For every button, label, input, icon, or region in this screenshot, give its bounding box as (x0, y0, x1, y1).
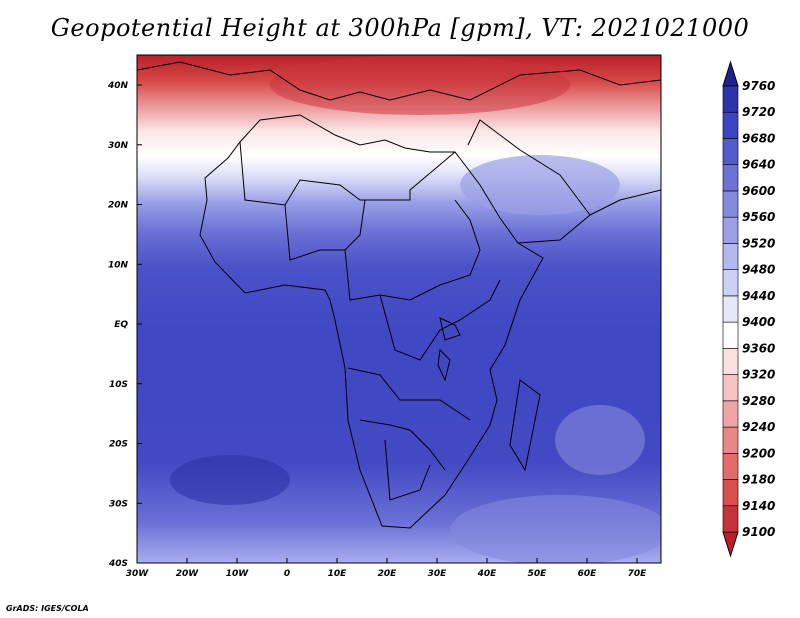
colorbar-swatch (722, 164, 739, 192)
y-tick-label: 30N (108, 141, 129, 151)
colorbar-label: 9760 (742, 79, 775, 93)
colorbar-label: 9100 (742, 525, 775, 539)
coastlines (137, 61, 661, 529)
colorbar-swatch (722, 426, 739, 454)
colorbar-swatch (722, 479, 739, 507)
colorbar-label: 9200 (742, 446, 775, 460)
y-tick-label: 20S (109, 440, 128, 450)
y-tick-label: 10S (109, 380, 128, 390)
colorbar-swatch (722, 111, 739, 139)
x-tick-label: 20E (378, 569, 398, 579)
x-tick-label: 60E (578, 569, 598, 579)
y-tick-label: 20N (108, 201, 129, 211)
y-tick-label: EQ (114, 320, 128, 330)
colorbar-label: 9180 (742, 473, 775, 487)
colorbar-label: 9320 (742, 368, 775, 382)
colorbar-swatch (722, 138, 739, 166)
colorbar-label: 9480 (742, 263, 775, 277)
map-title: Geopotential Height at 300hPa [gpm], VT:… (50, 14, 750, 42)
colorbar-swatch (722, 85, 739, 113)
y-tick-label: 40N (107, 81, 129, 91)
height-field (137, 55, 661, 563)
x-tick-label: 20W (176, 569, 200, 579)
colorbar-label: 9640 (742, 158, 775, 172)
x-tick-label: 40E (477, 569, 498, 579)
x-tick-label: 0 (284, 569, 290, 579)
colorbar-swatch (722, 452, 739, 480)
y-tick-label: 40S (108, 559, 128, 569)
x-tick-label: 10W (226, 569, 250, 579)
x-axis-ticks: 30W 20W 10W 0 10E 20E 30E 40E 50E 60E 70E (126, 558, 647, 579)
colorbar-swatch (722, 216, 739, 244)
colorbar-label: 9720 (742, 105, 775, 119)
x-tick-label: 30W (126, 569, 150, 579)
colorbar-swatch (722, 269, 739, 297)
colorbar-label: 9680 (742, 131, 775, 145)
colorbar-swatch (722, 321, 739, 349)
colorbar-label: 9240 (742, 420, 775, 434)
colorbar-label: 9280 (742, 394, 775, 408)
colorbar-label: 9560 (742, 210, 775, 224)
colorbar-max-arrow (722, 60, 739, 87)
colorbar-label: 9440 (742, 289, 775, 303)
map-frame (136, 54, 662, 564)
colorbar: 9100 9140 9180 9200 9240 9280 9320 9360 9400 9440… (722, 60, 775, 558)
colorbar-label: 9360 (742, 341, 775, 355)
x-tick-label: 10E (328, 569, 348, 579)
y-axis-ticks: 40N 30N 20N 10N EQ 10S 20S 30S 40S (107, 81, 142, 569)
colorbar-swatch (722, 400, 739, 428)
credit-label: GrADS: IGES/COLA (6, 604, 89, 613)
x-tick-label: 50E (528, 569, 548, 579)
colorbar-swatch (722, 190, 739, 218)
y-tick-label: 30S (109, 499, 128, 509)
y-tick-label: 10N (108, 260, 129, 270)
colorbar-label: 9140 (742, 499, 775, 513)
colorbar-swatch (722, 243, 739, 270)
colorbar-min-arrow (722, 531, 739, 558)
colorbar-swatch (722, 374, 739, 402)
colorbar-swatch (722, 505, 739, 533)
colorbar-label: 9400 (742, 315, 775, 329)
x-tick-label: 30E (428, 569, 448, 579)
x-tick-label: 70E (628, 569, 648, 579)
colorbar-swatch (722, 295, 739, 323)
colorbar-label: 9600 (742, 184, 775, 198)
colorbar-swatch (722, 348, 739, 375)
colorbar-label: 9520 (742, 236, 775, 250)
